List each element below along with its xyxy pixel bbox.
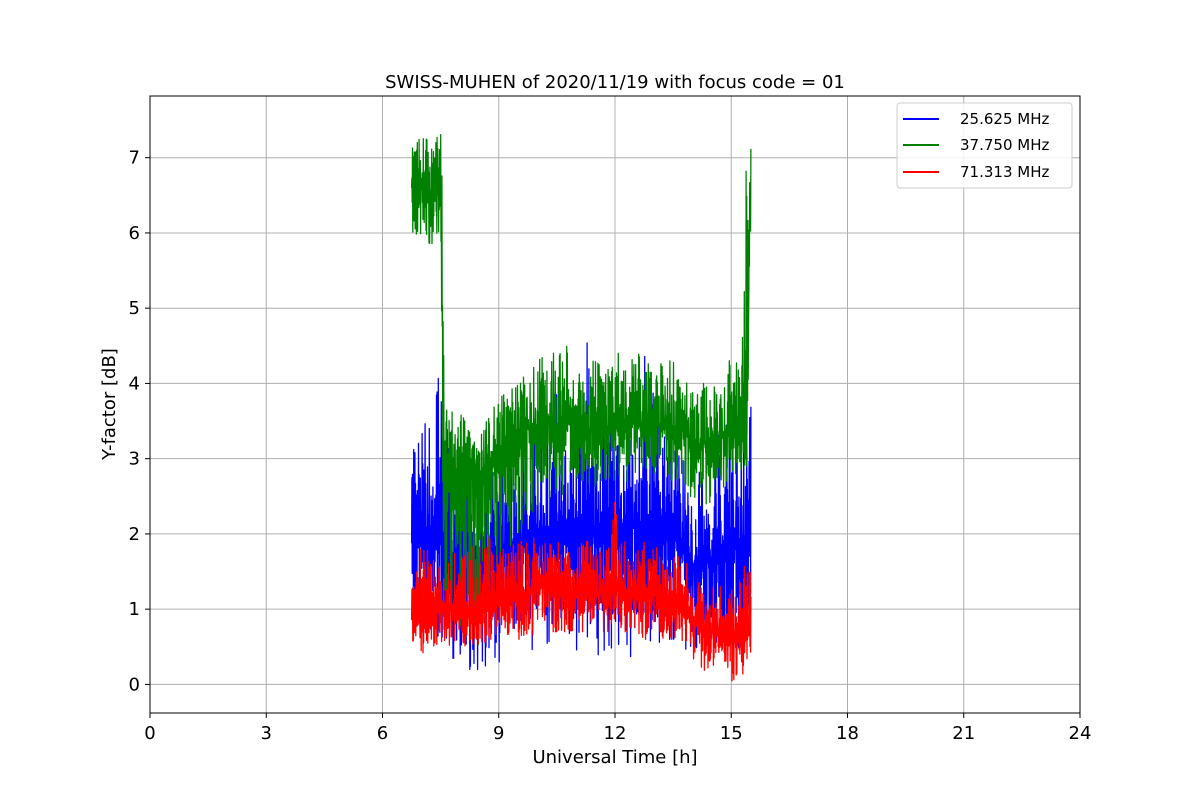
y-tick-label: 2 bbox=[129, 524, 140, 545]
y-tick-label: 3 bbox=[129, 449, 140, 470]
chart-title: SWISS-MUHEN of 2020/11/19 with focus cod… bbox=[385, 72, 845, 93]
x-tick-label: 18 bbox=[836, 723, 859, 744]
legend-label-37mhz: 37.750 MHz bbox=[960, 136, 1049, 154]
x-axis: 0 3 6 9 12 15 18 21 24 bbox=[144, 713, 1091, 744]
y-tick-label: 4 bbox=[129, 373, 140, 394]
y-axis: 0 1 2 3 4 5 6 7 bbox=[129, 148, 150, 695]
series-line-71mhz bbox=[410, 502, 752, 682]
legend: 25.625 MHz 37.750 MHz 71.313 MHz bbox=[896, 102, 1073, 189]
y-tick-label: 0 bbox=[129, 674, 140, 695]
x-axis-label: Universal Time [h] bbox=[532, 747, 697, 768]
y-tick-label: 1 bbox=[129, 599, 140, 620]
y-tick-label: 6 bbox=[129, 223, 140, 244]
series-line-37mhz bbox=[410, 134, 752, 646]
x-tick-label: 12 bbox=[604, 723, 627, 744]
x-tick-label: 24 bbox=[1069, 723, 1092, 744]
legend-label-71mhz: 71.313 MHz bbox=[960, 163, 1049, 181]
x-tick-label: 3 bbox=[261, 723, 272, 744]
x-tick-label: 9 bbox=[493, 723, 504, 744]
legend-box bbox=[896, 102, 1073, 189]
series-layer bbox=[410, 134, 752, 682]
y-axis-label: Y-factor [dB] bbox=[99, 348, 120, 461]
y-tick-label: 7 bbox=[129, 148, 140, 169]
x-tick-label: 21 bbox=[952, 723, 975, 744]
x-tick-label: 15 bbox=[720, 723, 743, 744]
x-tick-label: 0 bbox=[144, 723, 155, 744]
y-tick-label: 5 bbox=[129, 298, 140, 319]
x-tick-label: 6 bbox=[377, 723, 388, 744]
legend-label-25mhz: 25.625 MHz bbox=[960, 110, 1049, 128]
